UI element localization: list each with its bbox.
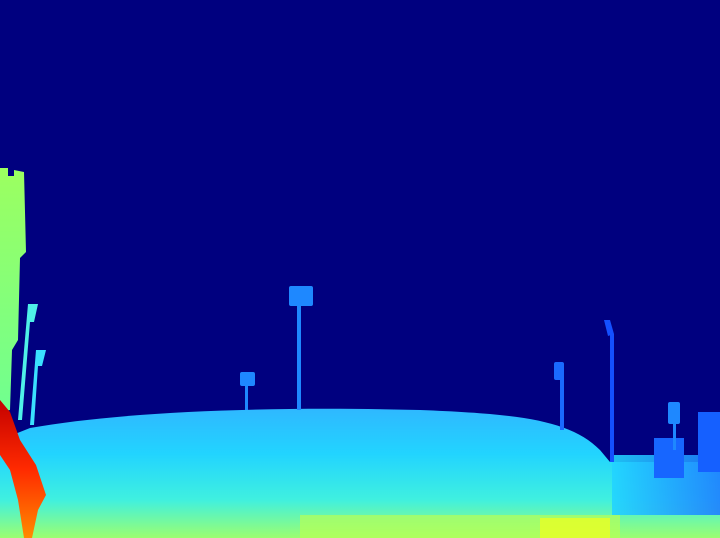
small-lamp-head — [240, 372, 255, 386]
right-box-2 — [698, 412, 720, 472]
right-lamp-head-3 — [668, 402, 680, 424]
right-lamp-pole-2 — [610, 334, 614, 462]
right-box-1 — [654, 438, 684, 478]
near-ground-band-2 — [540, 518, 610, 538]
right-lamp-head-1 — [554, 362, 564, 380]
small-lamp-pole — [245, 386, 248, 410]
right-lamp-pole-1 — [560, 378, 564, 430]
center-lamp-pole — [297, 306, 301, 410]
right-lamp-pole-3 — [673, 422, 676, 450]
center-lamp-head — [289, 286, 313, 306]
